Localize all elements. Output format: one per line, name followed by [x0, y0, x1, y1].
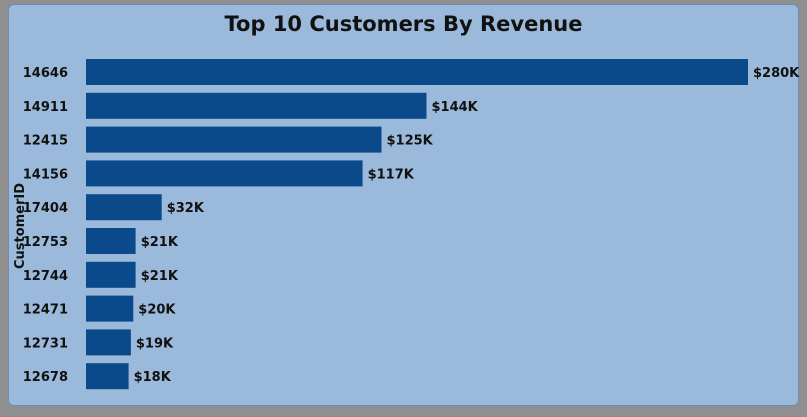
y-tick-label: 12731	[23, 336, 68, 351]
y-axis-label: CustomerID	[13, 183, 28, 269]
bar[interactable]	[86, 194, 162, 221]
y-tick-label: 14156	[23, 167, 68, 182]
data-label: $18K	[134, 370, 172, 385]
bar[interactable]	[86, 295, 134, 322]
data-label: $21K	[141, 235, 179, 250]
y-tick-label: 12753	[23, 235, 68, 250]
bar[interactable]	[86, 126, 382, 153]
y-tick-label: 17404	[23, 201, 68, 216]
y-tick-label: 14911	[23, 100, 68, 115]
bar[interactable]	[86, 92, 427, 119]
bar[interactable]	[86, 363, 129, 390]
y-tick-label: 12471	[23, 303, 68, 318]
data-label: $21K	[141, 269, 179, 284]
bars-group: 14646 $280K 14911 $144K 12415 $125K 14156 $117K…	[23, 59, 800, 390]
y-tick-label: 12744	[23, 269, 68, 284]
chart-title: Top 10 Customers By Revenue	[224, 12, 583, 36]
data-label: $20K	[138, 303, 176, 318]
data-label: $144K	[432, 100, 479, 115]
bar[interactable]	[86, 160, 363, 187]
y-tick-label: 12678	[23, 370, 68, 385]
bar[interactable]	[86, 261, 136, 288]
data-label: $32K	[167, 201, 205, 216]
data-label: $280K	[753, 66, 800, 81]
data-label: $125K	[387, 134, 434, 149]
data-label: $19K	[136, 336, 174, 351]
y-tick-label: 14646	[23, 66, 68, 81]
data-label: $117K	[368, 167, 415, 182]
bar[interactable]	[86, 228, 136, 254]
bar[interactable]	[86, 329, 131, 356]
bar[interactable]	[86, 59, 748, 85]
bar-chart: CustomerID 14646 $280K 14911 $144K 12415 $125…	[13, 59, 800, 390]
chart-panel: Top 10 Customers By Revenue CustomerID 1…	[8, 4, 800, 406]
y-tick-label: 12415	[23, 134, 68, 149]
